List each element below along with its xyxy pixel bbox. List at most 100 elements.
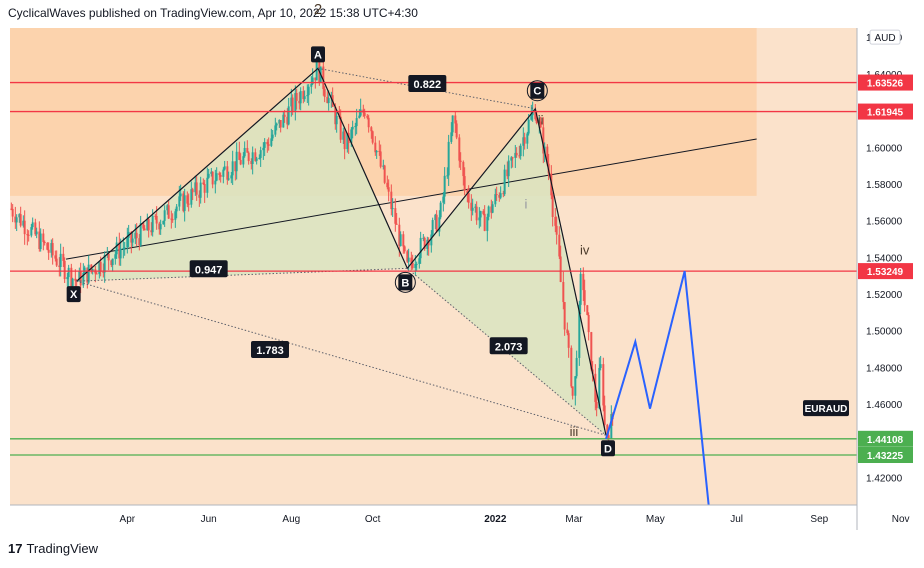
candle-body	[527, 119, 530, 134]
candle-body	[503, 169, 506, 195]
pattern-point-x: X	[66, 286, 81, 303]
candle-body	[599, 364, 602, 368]
candle-body	[158, 223, 161, 230]
candle-body	[210, 171, 213, 174]
candle-body	[411, 262, 414, 268]
candle-body	[227, 178, 230, 180]
candle-body	[298, 100, 301, 104]
candle-body	[343, 131, 346, 150]
candle-body	[38, 231, 41, 250]
ratio-line-XB	[76, 267, 408, 282]
candle-body	[407, 257, 410, 262]
wave-label: i	[525, 197, 528, 212]
candle-body	[222, 169, 225, 177]
wave-label: iii	[570, 424, 579, 439]
candle-body	[98, 261, 101, 275]
candle-body	[502, 193, 505, 195]
candle-body	[15, 217, 18, 223]
candle-body	[367, 117, 370, 128]
publish-info: CyclicalWaves published on TradingView.c…	[8, 6, 418, 20]
ratio-label-text: 0.822	[414, 79, 442, 91]
candle-body	[567, 333, 570, 348]
candle-body	[315, 61, 318, 81]
candle-body	[326, 96, 329, 104]
candle-body	[314, 77, 317, 81]
candle-body	[95, 273, 98, 275]
candle-body	[470, 202, 473, 211]
candle-body	[535, 119, 538, 124]
candle-body	[47, 249, 50, 253]
candle-body	[266, 142, 269, 145]
candle-body	[63, 260, 66, 280]
candle-body	[170, 218, 173, 220]
tradingview-brand: TradingView	[26, 541, 99, 556]
candle-body	[586, 305, 589, 316]
candle-body	[574, 376, 577, 396]
candle-body	[275, 123, 278, 126]
candle-body	[455, 123, 458, 138]
candle-body	[570, 347, 573, 387]
candle-body	[10, 208, 13, 210]
candle-body	[430, 234, 433, 246]
candle-body	[218, 173, 221, 175]
symbol-tag-text: EURAUD	[805, 404, 848, 415]
candle-body	[290, 97, 293, 107]
ratio-label-bg	[408, 74, 447, 92]
x-tick-label: May	[646, 514, 665, 525]
candle-body	[471, 207, 474, 211]
candle-body	[487, 206, 490, 217]
candle-body	[122, 248, 125, 250]
y-tick-label: 1.52000	[866, 290, 903, 301]
ratio-label: 0.947	[189, 260, 228, 278]
candle-body	[358, 115, 361, 119]
candle-body	[375, 150, 378, 153]
candle-body	[563, 302, 566, 330]
candle-body	[371, 131, 374, 143]
candle-body	[242, 156, 245, 165]
x-tick-label: Nov	[892, 514, 910, 525]
candle-body	[274, 125, 277, 135]
candle-body	[571, 386, 574, 396]
candle-body	[587, 315, 590, 333]
ratio-label-text: 2.073	[495, 341, 523, 353]
candle-body	[610, 414, 613, 439]
candle-body	[223, 166, 226, 170]
candle-body	[327, 98, 330, 104]
candle-body	[59, 253, 62, 268]
pattern-point-c: C	[526, 80, 548, 102]
candle-body	[82, 272, 85, 286]
candle-body	[519, 145, 522, 157]
candle-body	[50, 243, 53, 253]
candle-body	[423, 237, 426, 249]
candle-body	[466, 190, 469, 193]
trendline	[65, 138, 757, 260]
candle-body	[39, 233, 42, 250]
candle-body	[558, 234, 561, 257]
candle-body	[394, 208, 397, 224]
tradingview-footer[interactable]: 17 TradingView	[8, 541, 98, 556]
candle-body	[506, 169, 509, 177]
candle-body	[579, 273, 582, 305]
candle-body	[366, 115, 369, 118]
candle-body	[390, 191, 393, 210]
wave-circle	[394, 271, 416, 293]
candle-body	[475, 206, 478, 221]
currency-badge-text: AUD	[874, 33, 895, 44]
candle-body	[515, 152, 518, 156]
candle-body	[410, 257, 413, 263]
candle-body	[443, 175, 446, 197]
candle-body	[355, 118, 358, 127]
wave-circle	[526, 80, 548, 102]
candle-body	[23, 220, 26, 235]
candle-body	[183, 195, 186, 211]
candle-body	[458, 137, 461, 161]
y-tick-label: 1.46000	[866, 400, 903, 411]
candle-body	[518, 155, 521, 157]
pattern-point-text: A	[314, 49, 322, 61]
candle-body	[262, 147, 265, 151]
x-tick-label: Jul	[730, 514, 743, 525]
candle-body	[259, 150, 262, 158]
candle-body	[590, 332, 593, 370]
